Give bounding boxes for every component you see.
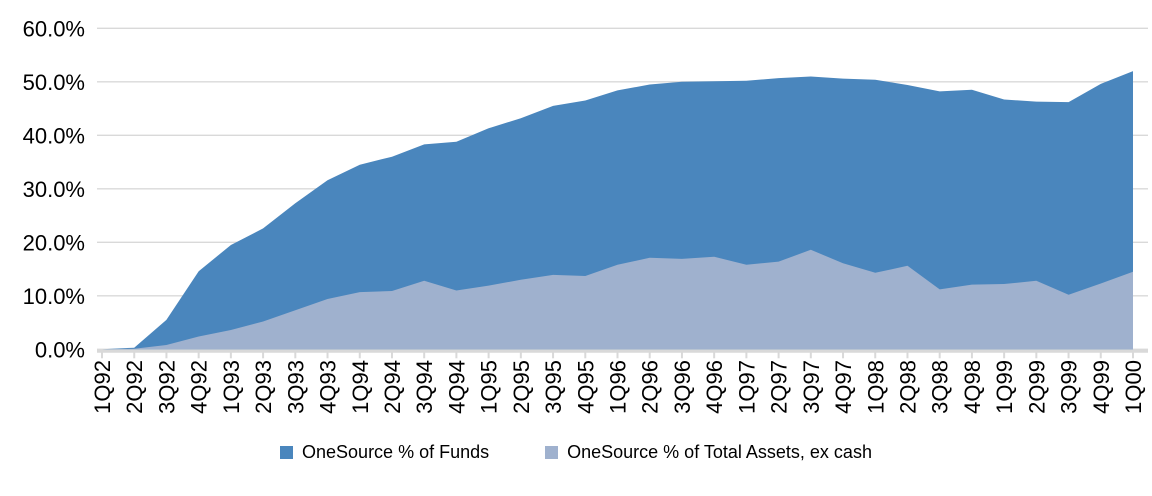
x-axis-tick-label: 3Q94 <box>412 360 437 414</box>
x-axis-tick-label: 1Q98 <box>863 360 888 414</box>
legend: OneSource % of Funds OneSource % of Tota… <box>0 442 1152 463</box>
x-axis-tick-label: 1Q97 <box>734 360 759 414</box>
y-axis-tick-label: 20.0% <box>23 230 85 255</box>
x-axis-tick-label: 3Q92 <box>154 360 179 414</box>
x-axis-tick-label: 2Q96 <box>638 360 663 414</box>
x-axis-tick-label: 4Q96 <box>702 360 727 414</box>
funds-legend-label: OneSource % of Funds <box>302 442 490 462</box>
x-axis-tick-label: 2Q98 <box>895 360 920 414</box>
x-axis-tick-label: 2Q97 <box>767 360 792 414</box>
x-axis-tick-label: 1Q92 <box>90 360 115 414</box>
y-axis-tick-label: 40.0% <box>23 123 85 148</box>
x-axis-tick-label: 1Q95 <box>477 360 502 414</box>
x-axis-tick-label: 3Q96 <box>670 360 695 414</box>
legend-item-total-assets: OneSource % of Total Assets, ex cash <box>545 442 872 463</box>
x-axis-tick-label: 1Q00 <box>1121 360 1146 414</box>
x-axis-tick-label: 4Q97 <box>831 360 856 414</box>
x-axis-tick-label: 1Q96 <box>606 360 631 414</box>
x-axis-tick-label: 3Q97 <box>799 360 824 414</box>
x-axis-tick-label: 1Q99 <box>992 360 1017 414</box>
x-axis-tick-label: 4Q95 <box>573 360 598 414</box>
y-axis-tick-label: 0.0% <box>35 337 85 362</box>
total-assets-area-series <box>102 249 1133 350</box>
x-axis-tick-label: 3Q95 <box>541 360 566 414</box>
x-axis-tick-label: 2Q92 <box>122 360 147 414</box>
x-axis-tick-label: 4Q92 <box>187 360 212 414</box>
x-axis-tick-label: 3Q93 <box>283 360 308 414</box>
legend-item-funds: OneSource % of Funds <box>280 442 489 463</box>
total-assets-legend-label: OneSource % of Total Assets, ex cash <box>567 442 872 462</box>
x-axis-tick-label: 1Q93 <box>219 360 244 414</box>
y-axis-tick-label: 50.0% <box>23 70 85 95</box>
y-axis-tick-label: 10.0% <box>23 284 85 309</box>
x-axis-tick-label: 4Q93 <box>316 360 341 414</box>
funds-legend-swatch-icon <box>280 446 294 459</box>
total-assets-legend-swatch-icon <box>545 446 559 459</box>
x-axis-tick-label: 2Q93 <box>251 360 276 414</box>
y-axis-tick-label: 60.0% <box>23 16 85 41</box>
x-axis-tick-label: 3Q98 <box>928 360 953 414</box>
x-axis-tick-label: 1Q94 <box>348 360 373 414</box>
x-axis-tick-label: 4Q98 <box>960 360 985 414</box>
x-axis-tick-label: 2Q99 <box>1024 360 1049 414</box>
x-axis-tick-label: 3Q99 <box>1057 360 1082 414</box>
y-axis-tick-label: 30.0% <box>23 177 85 202</box>
x-axis-tick-label: 2Q94 <box>380 360 405 414</box>
x-axis-tick-label: 4Q99 <box>1089 360 1114 414</box>
x-axis-tick-label: 2Q95 <box>509 360 534 414</box>
x-axis-tick-label: 4Q94 <box>444 360 469 414</box>
